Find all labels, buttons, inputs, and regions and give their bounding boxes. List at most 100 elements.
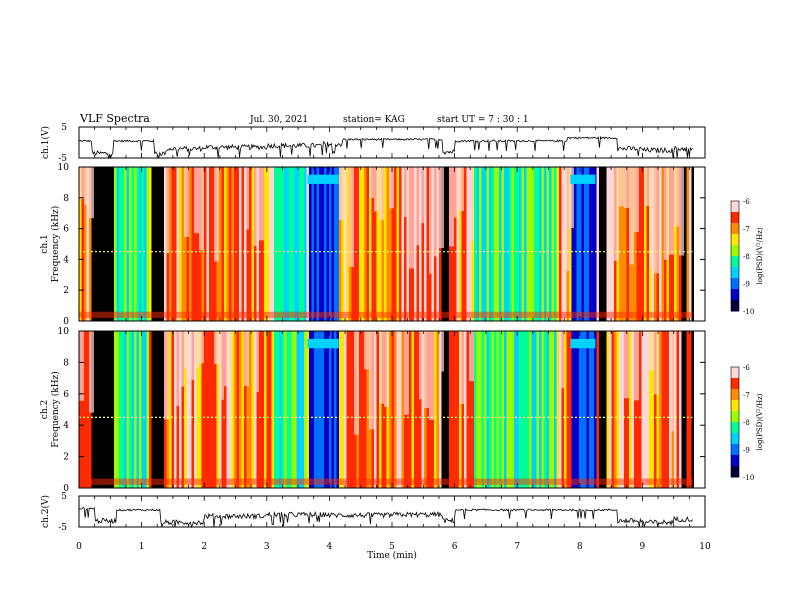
spectrogram-strip: [154, 331, 157, 488]
spectrogram-strip: [266, 331, 270, 488]
spectrogram-strip: [436, 331, 440, 488]
spectrogram-strip: [561, 167, 565, 321]
colorbar-tick: -9: [743, 281, 750, 289]
spectrogram-strip: [411, 331, 415, 488]
spectrogram-strip: [461, 331, 465, 488]
spectrogram-strip: [84, 167, 87, 321]
upper-emission: [570, 174, 596, 184]
spectrogram-strip: [441, 331, 445, 488]
spectrogram-strip: [561, 331, 565, 488]
xaxis-tick-label: 6: [452, 542, 458, 552]
spectrogram-strip: [556, 331, 560, 488]
colorbar-segment: [731, 267, 739, 279]
spectrogram-faint: [469, 167, 474, 242]
spectrogram-strip: [294, 331, 297, 488]
spectrogram-strip: [291, 167, 295, 321]
spectrogram-strip: [634, 167, 637, 321]
spectrogram-strip: [491, 331, 495, 488]
spectrogram-strip: [116, 331, 120, 488]
spectrogram-strip: [94, 331, 97, 488]
spectrogram-strip: [196, 331, 200, 488]
spectrogram-faint: [379, 167, 384, 220]
spectrogram-strip: [79, 331, 82, 488]
spectrogram-strip: [346, 331, 350, 488]
spectrogram-strip: [296, 167, 300, 321]
spectrogram-faint: [669, 331, 674, 432]
colorbar-segment: [731, 367, 739, 379]
spectrogram-strip: [459, 167, 462, 321]
spectrogram-faint: [224, 331, 229, 387]
spectrogram-strip: [664, 331, 667, 488]
figure-title: VLF Spectra: [79, 112, 150, 125]
spectrogram-strip: [689, 167, 692, 321]
spectrogram-strip: [579, 167, 582, 321]
spectrogram-strip: [489, 331, 492, 488]
spectrogram-strip: [106, 167, 110, 321]
spectrogram-strip: [519, 331, 522, 488]
spectrogram-strip: [159, 167, 162, 321]
colorbar-segment: [731, 411, 739, 423]
spectrogram-strip: [249, 167, 252, 321]
spectrogram-strip: [606, 331, 610, 488]
spectrogram-strip: [464, 331, 467, 488]
spectrogram-faint: [664, 167, 669, 260]
spectrogram-strip: [389, 167, 392, 321]
spectrogram-strip: [541, 331, 545, 488]
spectrogram-strip: [504, 167, 507, 321]
spectrogram-faint: [649, 167, 654, 269]
spectrogram-strip: [451, 331, 455, 488]
spectrogram-strip: [311, 331, 315, 488]
spectrogram-faint: [644, 167, 649, 207]
spectrogram-strip: [389, 331, 392, 488]
spectrogram-strip: [416, 331, 420, 488]
spectrogram-strip: [626, 331, 630, 488]
waveform-ylabel: ch.1(V): [40, 126, 51, 159]
spectrogram-strip: [161, 167, 165, 321]
spectrogram-strip: [174, 167, 177, 321]
spectrogram-strip: [571, 331, 575, 488]
spectrogram-strip: [286, 167, 290, 321]
spectrogram-strip: [326, 331, 330, 488]
spectrogram-strip: [596, 331, 600, 488]
spectrogram-strip: [376, 167, 380, 321]
spectrogram-strip: [194, 331, 197, 488]
spectrogram-strip: [111, 167, 115, 321]
spectrogram-strip: [656, 331, 660, 488]
low-frequency-band: [79, 311, 693, 318]
spectrogram-ytick: 2: [63, 286, 69, 296]
spectrogram-faint: [449, 167, 454, 247]
colorbar-segment: [731, 245, 739, 257]
spectrogram-strip: [529, 167, 532, 321]
spectrogram-faint: [174, 331, 179, 406]
spectrogram-strip: [491, 167, 495, 321]
spectrogram-strip: [601, 331, 605, 488]
spectrogram-strip: [611, 331, 615, 488]
spectrogram-strip: [609, 331, 612, 488]
spectrogram-strip: [494, 331, 497, 488]
spectrogram-strip: [414, 331, 417, 488]
spectrogram-strip: [474, 167, 477, 321]
spectrogram-strip: [619, 331, 622, 488]
spectrogram-strip: [604, 167, 607, 321]
spectrogram-strip: [419, 167, 422, 321]
spectrogram-strip: [581, 331, 585, 488]
spectrogram-strip: [594, 167, 597, 321]
spectrogram-strip: [211, 167, 215, 321]
spectrogram-strip: [119, 167, 122, 321]
spectrogram-strip: [249, 331, 252, 488]
spectrogram-strip: [666, 331, 670, 488]
spectrogram-strip: [544, 331, 547, 488]
spectrogram-strip: [344, 167, 347, 321]
spectrogram-strip: [584, 167, 587, 321]
spectrogram-strip: [244, 167, 247, 321]
spectrogram-strip: [124, 331, 127, 488]
spectrogram-strip: [296, 331, 300, 488]
spectrogram-strip: [349, 331, 352, 488]
spectrogram-faint: [414, 167, 419, 246]
spectrogram-strip: [274, 167, 277, 321]
spectrogram-faint: [384, 331, 389, 407]
spectrogram-strip: [101, 167, 105, 321]
spectrogram-strip: [659, 167, 662, 321]
spectrogram-strip: [246, 167, 250, 321]
spectrogram-strip: [554, 167, 557, 321]
